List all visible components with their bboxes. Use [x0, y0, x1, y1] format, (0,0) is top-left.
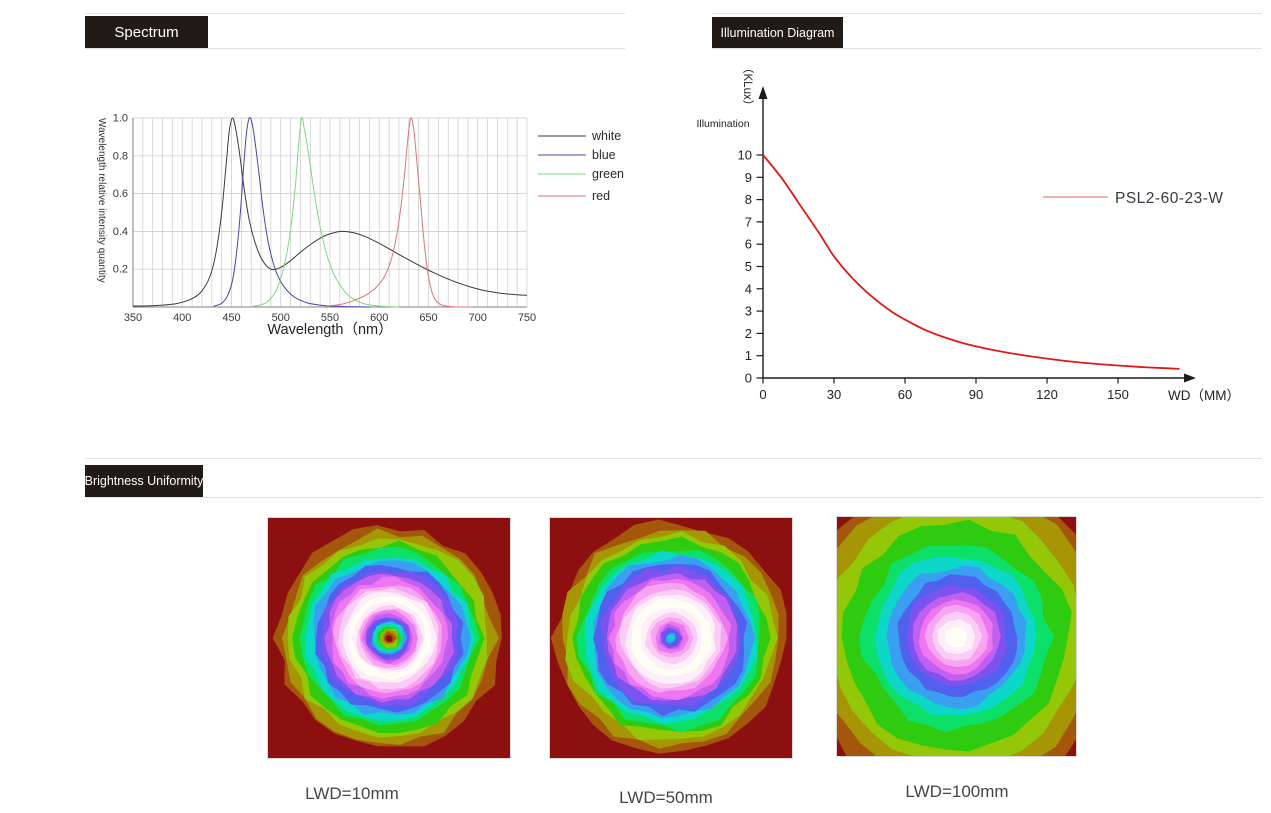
y-tick-label: 9 — [745, 170, 752, 185]
heatmap-caption-lwd10: LWD=10mm — [305, 784, 399, 803]
y-tick-label: 0.4 — [113, 226, 128, 238]
x-tick-label: 600 — [370, 312, 388, 324]
legend-label-green: green — [592, 167, 624, 181]
spectrum-chart: 350 400 450 500 550 600 650 700 750 0.2 0.4 0.6 0.8 1… — [96, 113, 624, 339]
x-tick-label: 120 — [1036, 387, 1058, 402]
contour-ring — [945, 626, 967, 648]
section-divider — [85, 48, 625, 49]
heatmap-caption-lwd50: LWD=50mm — [619, 788, 713, 807]
legend-label-blue: blue — [592, 148, 616, 162]
x-tick-label: 450 — [222, 312, 240, 324]
y-tick-label: 10 — [738, 148, 752, 163]
section-divider — [85, 497, 1262, 498]
illumination-chart: 0 1 2 3 4 5 6 7 8 9 10 0 30 60 90 120 150 （KLux） Illuminat… — [696, 62, 1240, 403]
x-tick-label: 150 — [1107, 387, 1129, 402]
x-tick-label: 650 — [419, 312, 437, 324]
legend-label: PSL2-60-23-W — [1115, 190, 1224, 207]
x-tick-label: 550 — [321, 312, 339, 324]
x-tick-label: 500 — [272, 312, 290, 324]
uniformity-heatmap-lwd50 — [549, 517, 793, 759]
y-tick-label: 2 — [745, 326, 752, 341]
curve-white — [132, 117, 528, 307]
y-axis-arrow — [758, 86, 768, 99]
y-axis-unit: （KLux） — [741, 62, 754, 111]
y-tick-label: 0.2 — [113, 264, 128, 276]
y-tick-label: 8 — [745, 192, 752, 207]
section-tag-illumination: Illumination Diagram — [712, 17, 843, 48]
x-tick-label: 30 — [827, 387, 841, 402]
x-tick-label: 700 — [469, 312, 487, 324]
y-tick-label: 0.8 — [113, 150, 128, 162]
section-divider — [85, 13, 625, 14]
x-axis-arrow — [1184, 373, 1196, 383]
section-divider — [85, 458, 1262, 459]
curve-green — [253, 116, 399, 308]
x-tick-label: 0 — [759, 387, 766, 402]
legend-label-red: red — [592, 189, 610, 203]
x-tick-label: 90 — [969, 387, 983, 402]
y-tick-label: 5 — [745, 259, 752, 274]
y-tick-label: 1 — [745, 348, 752, 363]
uniformity-heatmap-lwd100 — [836, 516, 1077, 757]
y-tick-label: 3 — [745, 304, 752, 319]
y-tick-label: 1.0 — [113, 113, 128, 125]
section-tag-brightness-uniformity: Brightness Uniformity — [85, 465, 203, 497]
y-tick-label: 4 — [745, 281, 752, 296]
legend-label-white: white — [591, 129, 621, 143]
y-tick-label: 7 — [745, 214, 752, 229]
x-tick-label: 750 — [518, 312, 536, 324]
curve-PSL2-60-23-W — [762, 154, 1180, 370]
x-axis-title: Wavelength（nm） — [267, 321, 392, 338]
y-axis-title: Wavelength relative intensity quantity — [96, 118, 107, 283]
y-tick-label: 0.6 — [113, 188, 128, 200]
contour-ring — [385, 635, 393, 642]
y-tick-label: 6 — [745, 237, 752, 252]
heatmap-caption-lwd100: LWD=100mm — [905, 782, 1009, 801]
y-axis-title: Illumination — [696, 118, 749, 130]
x-tick-label: 60 — [898, 387, 912, 402]
x-tick-label: 350 — [124, 312, 142, 324]
section-divider — [712, 48, 1262, 49]
section-tag-spectrum: Spectrum — [85, 16, 208, 48]
uniformity-heatmap-lwd10 — [267, 517, 511, 759]
curve-blue — [213, 117, 370, 308]
contour-ring — [667, 634, 675, 641]
x-axis-title: WD（MM） — [1168, 388, 1240, 403]
section-divider — [712, 13, 1262, 14]
curve-red — [325, 117, 473, 308]
y-tick-label: 0 — [745, 371, 752, 386]
x-tick-label: 400 — [173, 312, 191, 324]
